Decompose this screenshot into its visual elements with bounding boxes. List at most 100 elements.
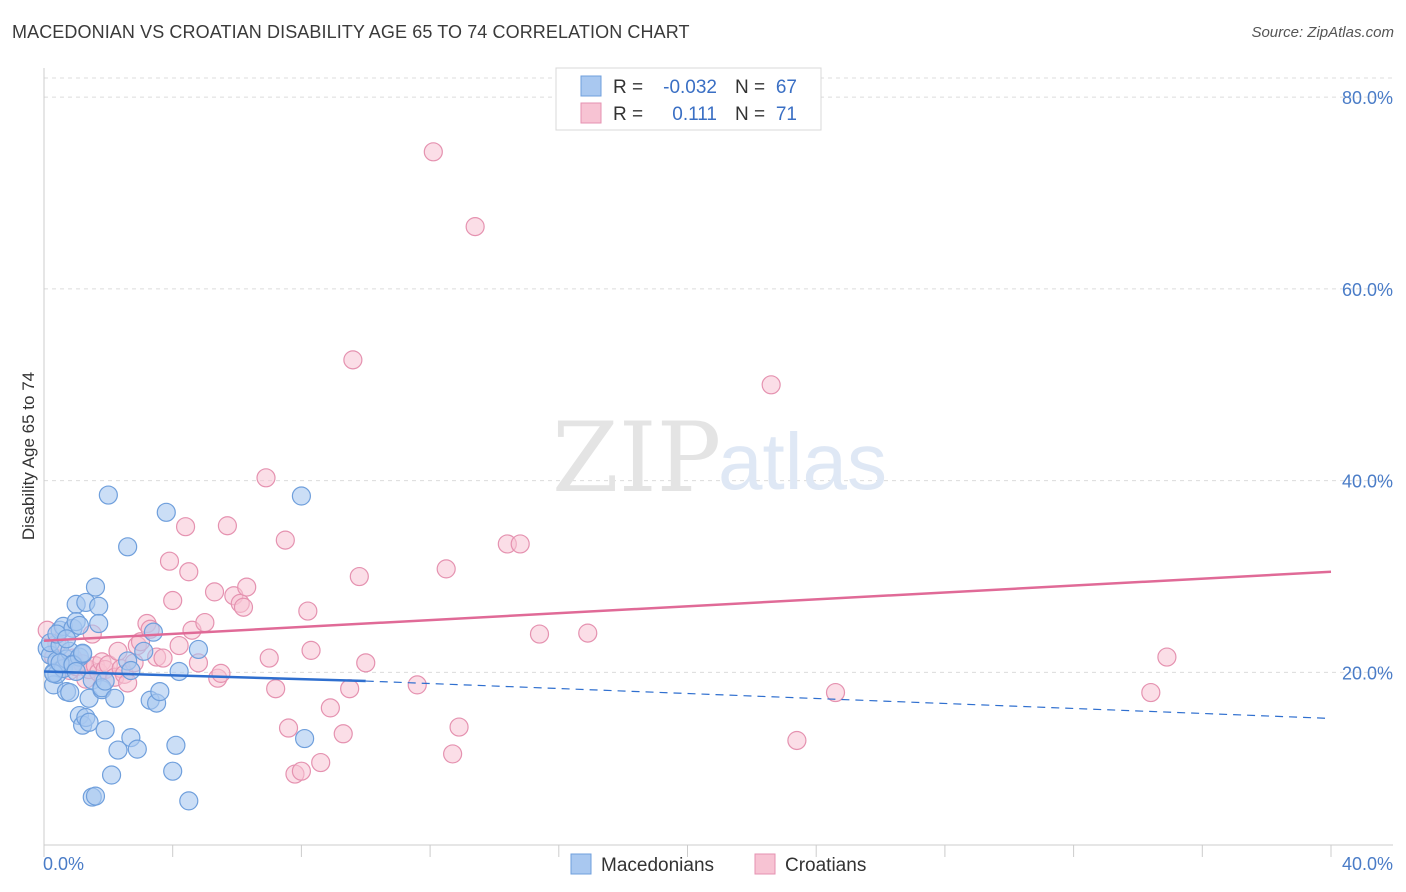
croatian-point-64 — [449, 717, 469, 737]
legend-r-label-macedonian: R = — [613, 77, 643, 98]
macedonian-point-30 — [85, 577, 106, 597]
macedonian-point-48 — [143, 622, 163, 642]
legend-r-value-croatian: 0.111 — [672, 104, 717, 125]
bottom-legend-macedonian: Macedonians — [601, 855, 714, 876]
croatian-point-28 — [159, 551, 180, 571]
croatian-point-74 — [1157, 647, 1177, 667]
legend-r-label-croatian: R = — [613, 104, 643, 125]
croatian-point-57 — [343, 350, 363, 370]
croatian-point-46 — [266, 679, 286, 699]
y-tick-label-2: 60.0% — [1342, 280, 1393, 300]
croatian-point-61 — [423, 142, 443, 162]
legend-bottom: Macedonians Croatians — [570, 853, 866, 876]
macedonian-point-45 — [127, 739, 147, 759]
y-tick-label-1: 40.0% — [1342, 472, 1393, 492]
macedonian-point-36 — [95, 720, 115, 740]
legend-n-value-croatian: 71 — [776, 104, 797, 125]
x-tick-min: 0.0% — [43, 854, 84, 874]
watermark-atlas: atlas — [718, 417, 887, 506]
croatian-point-52 — [301, 640, 321, 660]
croatian-point-43 — [237, 577, 257, 597]
watermark: ZIP atlas — [552, 402, 887, 514]
croatian-point-45 — [259, 648, 279, 668]
macedonian-trend-line — [43, 670, 366, 683]
croatian-point-70 — [761, 375, 781, 395]
croatian-point-68 — [529, 624, 550, 644]
bottom-legend-swatch-croatian — [754, 853, 776, 875]
y-tick-label-3: 80.0% — [1342, 88, 1393, 108]
macedonian-points — [37, 485, 315, 811]
croatian-point-56 — [340, 679, 360, 699]
croatian-point-42 — [233, 597, 254, 617]
croatian-point-71 — [787, 730, 807, 751]
legend-top: R = -0.032 N = 67 R = 0.111 N = 71 — [555, 67, 822, 131]
macedonian-point-40 — [108, 740, 128, 760]
macedonian-point-57 — [291, 486, 311, 506]
macedonian-point-37 — [98, 485, 118, 505]
croatian-point-48 — [278, 718, 299, 738]
croatian-trend-line — [43, 570, 1332, 643]
macedonian-point-35 — [95, 671, 115, 691]
croatian-point-30 — [169, 635, 189, 656]
macedonian-point-38 — [101, 765, 122, 785]
macedonian-point-25 — [79, 712, 99, 732]
trend-lines — [43, 570, 1332, 720]
chart-title: MACEDONIAN VS CROATIAN DISABILITY AGE 65… — [12, 22, 690, 42]
croatian-point-51 — [298, 601, 318, 621]
bottom-legend-croatian: Croatians — [785, 855, 866, 876]
croatian-point-60 — [407, 675, 427, 695]
macedonian-point-41 — [118, 537, 138, 557]
y-axis-label: Disability Age 65 to 74 — [19, 372, 38, 540]
macedonian-point-51 — [156, 502, 176, 522]
macedonian-point-50 — [150, 681, 170, 702]
legend-r-value-macedonian: -0.032 — [663, 77, 717, 98]
macedonian-point-58 — [295, 728, 315, 749]
croatian-point-54 — [320, 698, 340, 718]
watermark-zip: ZIP — [552, 402, 721, 514]
macedonian-point-56 — [188, 639, 209, 660]
croatian-point-69 — [578, 623, 598, 643]
macedonian-trend-extension — [365, 680, 1332, 720]
macedonian-point-55 — [179, 791, 199, 811]
croatian-point-44 — [256, 468, 276, 488]
croatian-point-47 — [275, 530, 295, 550]
croatian-point-73 — [1141, 682, 1161, 703]
x-tick-labels: 0.0% 40.0% — [43, 854, 1393, 874]
macedonian-point-14 — [60, 682, 80, 703]
x-tick-max: 40.0% — [1342, 854, 1393, 874]
croatian-point-67 — [510, 534, 530, 554]
macedonian-point-52 — [163, 761, 183, 781]
croatian-point-29 — [163, 590, 183, 611]
macedonian-point-53 — [166, 735, 186, 755]
croatian-point-58 — [349, 566, 369, 587]
macedonian-point-63 — [73, 643, 93, 663]
croatian-point-35 — [195, 612, 215, 633]
macedonian-point-44 — [121, 660, 141, 681]
croatian-point-50 — [291, 761, 311, 781]
macedonian-point-46 — [134, 641, 154, 661]
legend-n-label-macedonian: N = — [735, 77, 765, 98]
macedonian-point-31 — [89, 596, 109, 616]
legend-swatch-macedonian — [580, 75, 602, 97]
macedonian-point-66 — [69, 615, 89, 636]
croatian-point-27 — [153, 648, 173, 668]
legend-n-value-macedonian: 67 — [776, 77, 797, 98]
macedonian-point-54 — [169, 661, 189, 682]
croatian-point-32 — [179, 562, 199, 582]
bottom-legend-swatch-macedonian — [570, 853, 592, 875]
y-tick-label-0: 20.0% — [1342, 663, 1393, 683]
croatian-point-63 — [443, 744, 463, 764]
macedonian-point-39 — [105, 688, 125, 708]
croatian-point-36 — [204, 582, 225, 602]
legend-swatch-croatian — [580, 102, 602, 124]
axes — [43, 68, 1393, 857]
macedonian-point-32 — [89, 613, 109, 634]
macedonian-point-29 — [85, 786, 106, 806]
croatian-point-65 — [465, 217, 485, 237]
croatian-point-62 — [436, 559, 456, 579]
legend-n-label-croatian: N = — [735, 104, 765, 125]
croatian-point-39 — [217, 516, 237, 536]
croatian-point-31 — [175, 517, 196, 537]
y-tick-labels: 20.0% 40.0% 60.0% 80.0% — [1342, 88, 1393, 683]
